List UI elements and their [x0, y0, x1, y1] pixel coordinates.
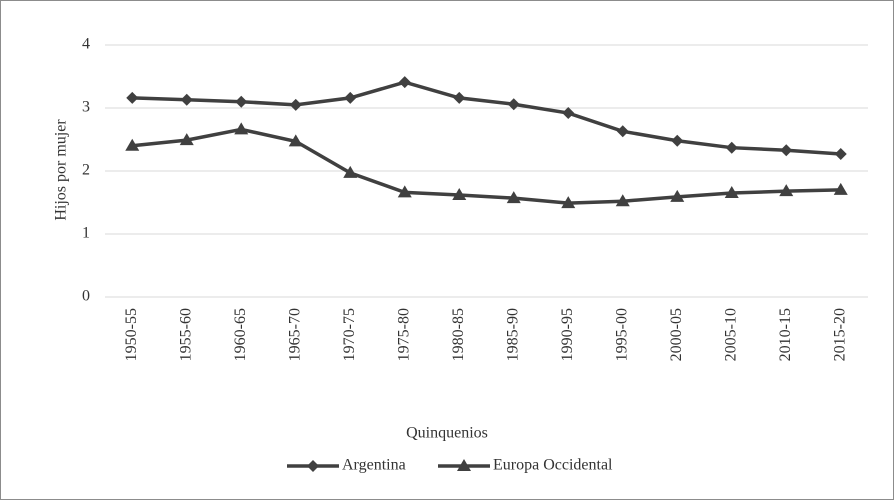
triangle-marker	[457, 459, 471, 471]
diamond-marker	[725, 141, 738, 154]
triangle-marker	[506, 191, 521, 204]
triangle-marker	[125, 138, 140, 151]
diamond-marker	[235, 95, 248, 108]
x-tick-label: 1955-60	[177, 308, 194, 361]
triangle-marker	[779, 184, 794, 197]
series-line	[132, 80, 841, 156]
triangle-marker	[833, 182, 848, 195]
y-tick-label: 0	[82, 288, 90, 305]
triangle-marker	[670, 189, 685, 202]
triangle-marker	[288, 134, 303, 147]
diamond-marker	[307, 460, 319, 472]
x-tick-label: 1965-70	[286, 308, 303, 361]
diamond-marker	[180, 93, 193, 106]
x-tick-label: 1985-90	[504, 308, 521, 361]
x-tick-label: 1990-95	[559, 308, 576, 361]
y-tick-label: 1	[82, 225, 90, 242]
legend-label: Argentina	[342, 457, 406, 474]
x-tick-label: 1960-65	[232, 308, 249, 361]
diamond-marker	[834, 147, 847, 160]
y-axis-title: Hijos por mujer	[53, 119, 70, 221]
triangle-marker	[724, 186, 739, 199]
triangle-marker	[452, 187, 467, 200]
y-tick-label: 2	[82, 162, 90, 179]
triangle-marker	[179, 133, 194, 146]
triangle-marker	[561, 196, 576, 209]
x-axis-title: Quinquenios	[406, 425, 488, 442]
x-tick-label: 1975-80	[395, 308, 412, 361]
x-tick-label: 1995-00	[613, 308, 630, 361]
x-tick-label: 1970-75	[341, 308, 358, 361]
diamond-marker	[344, 91, 357, 104]
diamond-marker	[453, 91, 466, 104]
y-tick-label: 3	[82, 99, 90, 116]
diamond-marker	[671, 134, 684, 147]
diamond-marker	[562, 107, 575, 120]
triangle-marker	[615, 194, 630, 207]
x-tick-label: 2000-05	[668, 308, 685, 361]
triangle-marker	[343, 165, 358, 178]
diamond-marker	[398, 76, 411, 89]
x-tick-label: 1950-55	[123, 308, 140, 361]
triangle-marker	[234, 122, 249, 135]
triangle-marker	[397, 185, 412, 198]
series-line	[132, 127, 841, 205]
x-tick-label: 2015-20	[831, 308, 848, 361]
diamond-marker	[507, 98, 520, 111]
diamond-marker	[289, 98, 302, 111]
x-tick-label: 2010-15	[777, 308, 794, 361]
diamond-marker	[126, 91, 139, 104]
diamond-marker	[616, 125, 629, 138]
legend-label: Europa Occidental	[493, 457, 613, 474]
x-tick-label: 2005-10	[722, 308, 739, 361]
x-tick-label: 1980-85	[450, 308, 467, 361]
y-tick-label: 4	[82, 36, 90, 53]
diamond-marker	[780, 144, 793, 157]
